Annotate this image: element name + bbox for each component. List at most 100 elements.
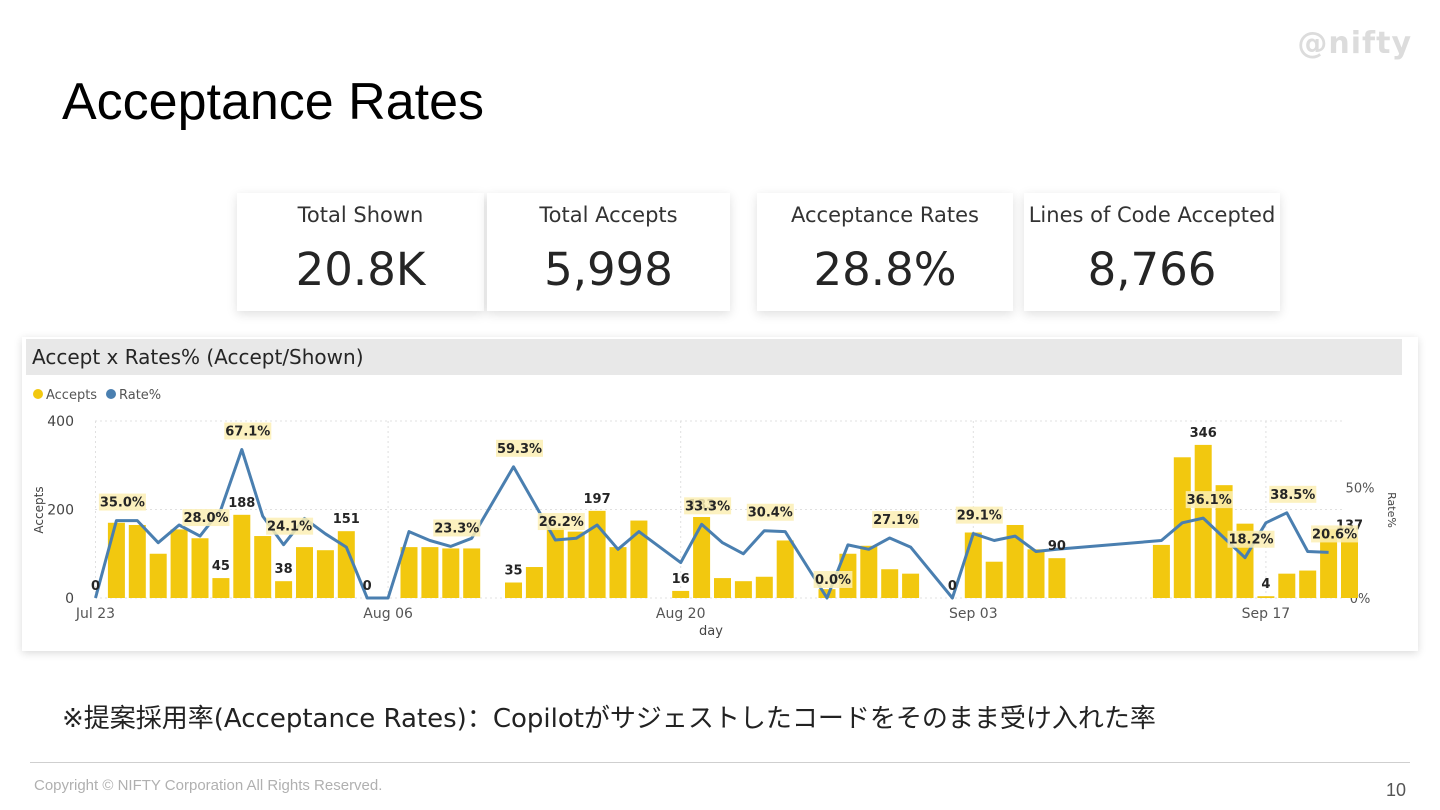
accepts-data-label: 188 [228, 496, 255, 511]
rate-data-label: 20.6% [1312, 527, 1357, 542]
accepts-bar [964, 532, 982, 598]
accepts-bar [546, 528, 564, 598]
accepts-bar [672, 590, 690, 598]
rate-data-label: 0.0% [815, 573, 851, 588]
legend-accepts-marker [33, 389, 43, 399]
rate-data-label-bg [684, 497, 732, 515]
accepts-bar [902, 573, 920, 598]
kpi-card-acceptance-rates: Acceptance Rates 28.8% [757, 193, 1013, 311]
accepts-bar [442, 548, 460, 598]
rate-data-label: 59.3% [497, 442, 542, 457]
y-axis-tick-label: 400 [47, 414, 74, 430]
accepts-bar [1048, 558, 1066, 598]
legend-accepts-label: Accepts [46, 388, 97, 403]
accepts-data-label: 0 [948, 579, 957, 594]
rate-data-label: 30.4% [748, 506, 793, 521]
y-axis-tick-label: 0 [65, 591, 74, 607]
accepts-bar [421, 547, 439, 598]
accepts-bar [881, 569, 899, 598]
rate-data-label-bg [955, 506, 1003, 524]
kpi-label: Acceptance Rates [791, 203, 979, 227]
rate-data-label-bg [746, 503, 794, 521]
x-axis-tick-label: Sep 17 [1242, 606, 1291, 622]
accepts-bar [254, 536, 272, 598]
rate-data-label-bg [266, 517, 314, 535]
accepts-data-label: 0 [363, 579, 372, 594]
rate-data-label-bg [224, 422, 272, 440]
accepts-bar [1006, 524, 1024, 598]
accepts-bar [714, 578, 731, 598]
rate-data-label-bg [1227, 530, 1275, 548]
accepts-bar [1341, 537, 1358, 598]
accepts-bar [1320, 529, 1338, 598]
rate-data-label-bg [1311, 525, 1359, 543]
accepts-bar [316, 550, 334, 598]
x-axis-title: day [699, 624, 723, 639]
accept-rate-chart-card: Accept x Rates% (Accept/Shown) Accepts Ra… [22, 337, 1418, 651]
accepts-data-label: 4 [1261, 577, 1270, 592]
rate-data-label-bg [182, 509, 230, 527]
accepts-bar [149, 553, 167, 598]
accepts-bar [985, 561, 1003, 598]
accepts-bar [525, 567, 543, 598]
accepts-bar [755, 576, 773, 598]
accepts-bar [860, 545, 878, 598]
rate-data-label: 29.1% [957, 509, 1002, 524]
accepts-bar [734, 581, 752, 598]
accepts-bar [170, 529, 188, 598]
accepts-bar [337, 531, 355, 598]
accepts-data-label: 0 [91, 579, 100, 594]
y-axis-title: Accepts [32, 486, 46, 533]
accepts-data-label: 38 [275, 562, 293, 577]
rate-data-label-bg [872, 511, 920, 529]
accepts-bar [588, 510, 606, 598]
accepts-bar [776, 540, 794, 598]
footer-divider [30, 762, 1410, 763]
rate-data-label-bg [1185, 491, 1233, 509]
copyright: Copyright © NIFTY Corporation All Rights… [34, 777, 383, 794]
legend-rate-marker [106, 389, 116, 399]
accepts-data-label: 197 [584, 492, 611, 507]
kpi-card-total-accepts: Total Accepts 5,998 [487, 193, 730, 311]
x-axis-tick-label: Aug 20 [656, 606, 706, 622]
rate-data-label-bg [537, 513, 585, 531]
accepts-bar [1152, 544, 1170, 598]
accepts-bar [1027, 549, 1045, 598]
rate-data-label-bg [496, 439, 543, 457]
rate-data-label: 23.3% [434, 521, 479, 536]
accepts-bar [1215, 485, 1233, 598]
kpi-value: 8,766 [1087, 243, 1217, 296]
kpi-card-total-shown: Total Shown 20.8K [237, 193, 484, 311]
rate-data-label: 33.3% [685, 499, 730, 514]
page-number: 10 [1385, 780, 1406, 800]
rate-data-label-bg [1269, 485, 1317, 503]
kpi-value: 20.8K [295, 243, 426, 296]
y2-axis-tick-label: 50% [1346, 481, 1375, 496]
accepts-bar [567, 531, 585, 598]
accepts-bar [212, 578, 230, 598]
rate-data-label: 67.1% [225, 425, 270, 440]
kpi-card-lines-of-code: Lines of Code Accepted 8,766 [1024, 193, 1280, 311]
x-axis-tick-label: Sep 03 [949, 606, 998, 622]
accepts-data-label: 346 [1190, 426, 1217, 441]
accepts-bar [128, 524, 146, 598]
rate-data-label-bg [98, 493, 146, 511]
kpi-label: Lines of Code Accepted [1028, 203, 1276, 227]
rate-data-label-bg [433, 519, 481, 537]
rate-data-label: 35.0% [100, 496, 145, 511]
accepts-data-label: 35 [504, 564, 522, 579]
accepts-bar [609, 547, 627, 598]
accepts-bar [693, 517, 711, 598]
accepts-bar [296, 547, 313, 598]
rate-data-label: 36.1% [1187, 493, 1232, 508]
accepts-bar [233, 514, 251, 598]
accepts-bar [1299, 570, 1317, 598]
accepts-bar [1278, 573, 1296, 598]
rate-data-label: 18.2% [1228, 533, 1273, 548]
accepts-bar [463, 548, 481, 598]
rate-data-label: 38.5% [1270, 488, 1315, 503]
rate-data-label: 27.1% [873, 513, 918, 528]
rate-data-label: 28.0% [183, 511, 228, 526]
footnote: ※提案採用率(Acceptance Rates)：Copilotがサジェストした… [62, 704, 1156, 734]
